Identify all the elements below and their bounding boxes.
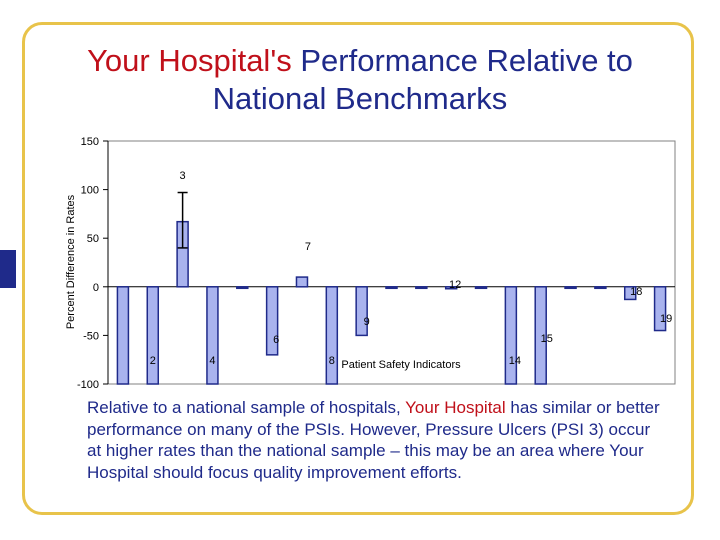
bar-psi-9 <box>355 286 368 337</box>
data-label-psi-4: 4 <box>209 355 215 367</box>
bar-psi-6 <box>265 286 279 356</box>
bar-psi-17 <box>594 286 607 290</box>
y-tick-label: 150 <box>81 136 99 148</box>
data-label-psi-8: 8 <box>329 355 335 367</box>
plot-area <box>107 140 676 385</box>
bar-psi-1 <box>116 286 130 385</box>
y-tick-label: 100 <box>81 185 99 197</box>
bar-psi-5 <box>236 286 249 290</box>
bar-psi-11 <box>415 286 428 290</box>
data-label-psi-12: 12 <box>449 279 461 291</box>
bar-psi-2 <box>146 286 160 385</box>
bar-psi-4 <box>206 286 219 385</box>
data-label-psi-7: 7 <box>305 241 311 253</box>
y-tick-label: -50 <box>83 330 99 342</box>
description-highlight: Your Hospital <box>405 398 506 417</box>
slide-title: Your Hospital's Performance Relative to … <box>40 42 680 118</box>
bar-psi-18 <box>623 286 637 301</box>
side-marker <box>0 250 16 288</box>
y-axis-title: Percent Difference in Rates <box>65 194 77 329</box>
data-label-psi-19: 19 <box>660 313 672 325</box>
y-tick-label: -100 <box>77 379 99 391</box>
bar-psi-10 <box>385 286 398 290</box>
description-part1: Relative to a national sample of hospita… <box>87 398 406 417</box>
bar-psi-13 <box>474 286 488 290</box>
description-part2: has similar or better performance on man… <box>87 398 660 482</box>
data-label-psi-3: 3 <box>180 170 186 182</box>
bar-psi-19 <box>653 286 667 332</box>
data-label-psi-9: 9 <box>364 316 370 328</box>
bar-psi-16 <box>564 286 577 290</box>
data-label-psi-2: 2 <box>150 355 156 367</box>
title-rest: Performance Relative to National Benchma… <box>212 43 633 116</box>
y-tick-label: 50 <box>87 233 99 245</box>
data-label-psi-14: 14 <box>509 355 521 367</box>
bar-psi-7 <box>295 276 309 288</box>
slide-frame <box>22 22 694 515</box>
bar-psi-15 <box>534 286 547 385</box>
bar-psi-8 <box>325 286 339 385</box>
description-text: Relative to a national sample of hospita… <box>87 397 667 483</box>
data-label-psi-18: 18 <box>630 286 642 298</box>
bar-psi-12 <box>444 286 458 290</box>
data-label-psi-15: 15 <box>541 333 553 345</box>
title-highlight: Your Hospital's <box>87 43 292 78</box>
bar-psi-14 <box>504 286 518 385</box>
x-axis-title: Patient Safety Indicators <box>341 359 461 371</box>
y-tick-label: 0 <box>93 282 99 294</box>
data-label-psi-6: 6 <box>273 334 279 346</box>
